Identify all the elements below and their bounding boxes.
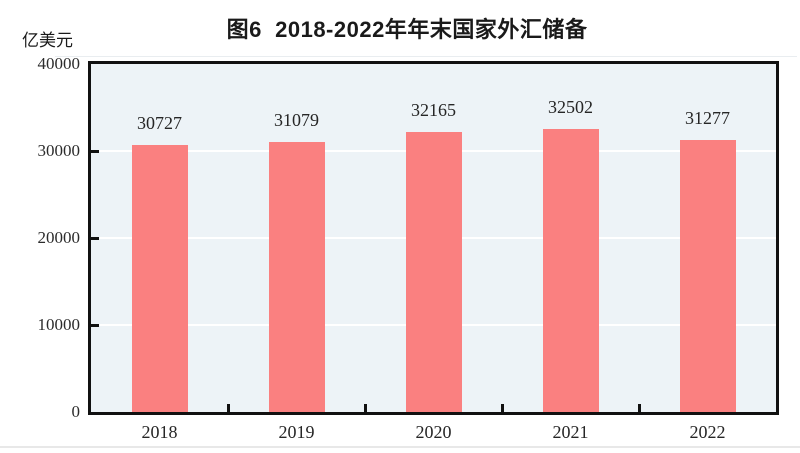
y-axis-tick-mark [91, 236, 99, 240]
bar-value-label: 31079 [274, 109, 319, 130]
y-tick-label: 10000 [37, 315, 81, 334]
bar-2018 [131, 144, 188, 412]
bar-value-label: 32502 [548, 97, 593, 118]
bar-value-label: 30727 [137, 112, 182, 133]
y-axis-unit-label: 亿美元 [22, 31, 73, 50]
chart-title: 图6 2018-2022年年末国家外汇储备 [226, 17, 588, 42]
bar-value-label: 32165 [411, 100, 456, 121]
y-tick-label: 30000 [37, 141, 81, 160]
x-axis-tick-mark [226, 404, 230, 412]
bar-2021 [542, 129, 599, 412]
x-tick-label: 2020 [415, 422, 452, 442]
bottom-divider-line [0, 446, 800, 448]
x-tick-label: 2018 [141, 422, 178, 442]
y-tick-label: 20000 [37, 228, 81, 247]
x-tick-label: 2021 [552, 422, 589, 442]
bar-2019 [268, 141, 325, 412]
y-axis-tick-mark [91, 323, 99, 327]
x-axis-tick-mark [363, 404, 367, 412]
x-tick-label: 2019 [278, 422, 315, 442]
bar-value-label: 31277 [685, 107, 730, 128]
y-tick-label: 40000 [37, 54, 81, 73]
x-axis-tick-mark [500, 404, 504, 412]
y-axis-tick-mark [91, 149, 99, 153]
bar-2020 [405, 132, 462, 412]
top-divider-line [55, 56, 797, 57]
bar-2022 [679, 139, 736, 412]
plot-inner: 30727 31079 32165 32502 31277 [91, 64, 776, 412]
y-tick-label: 0 [71, 402, 81, 421]
plot-area: 30727 31079 32165 32502 31277 [88, 61, 779, 415]
x-tick-label: 2022 [689, 422, 726, 442]
x-axis-tick-mark [637, 404, 641, 412]
